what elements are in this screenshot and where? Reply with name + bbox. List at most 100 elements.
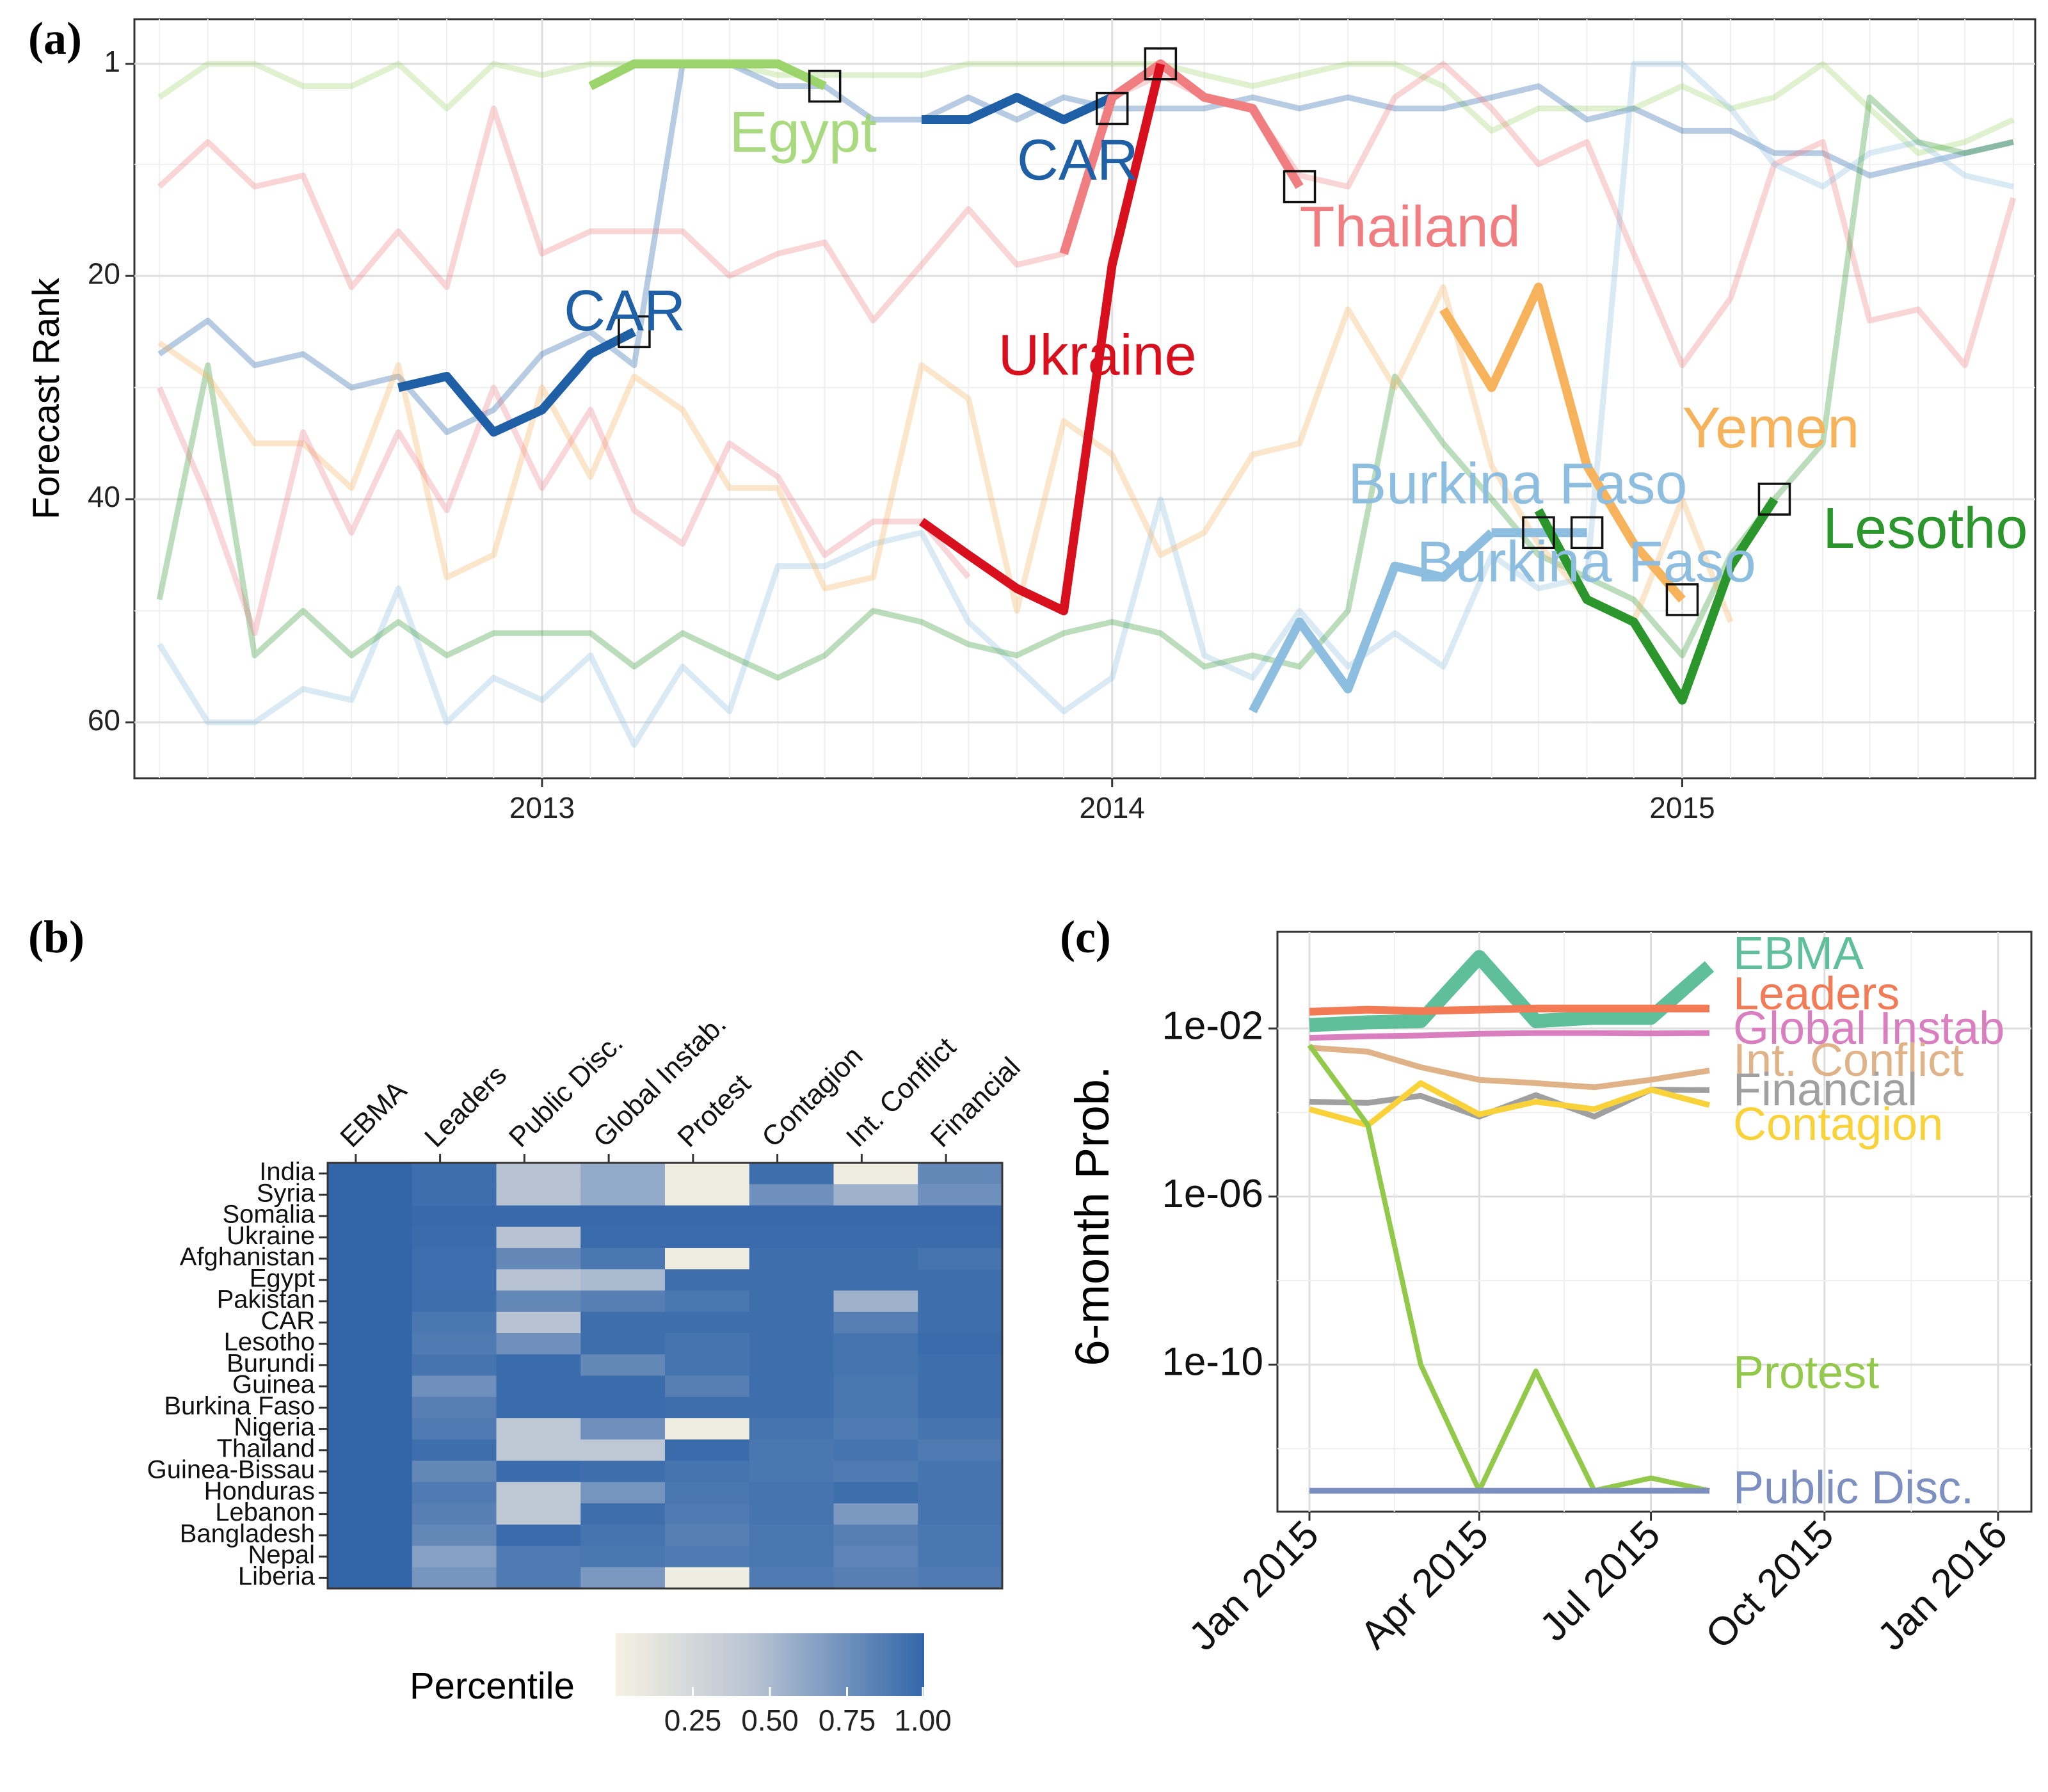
heatmap-cell-lesotho-financial xyxy=(918,1333,1003,1355)
x-tick-label: Oct 2015 xyxy=(1697,1512,1843,1658)
heatmap-cell-guinea-bissau-financial xyxy=(918,1460,1003,1483)
heatmap-cell-honduras-protest xyxy=(665,1482,750,1504)
event-marker xyxy=(618,315,651,349)
heatmap-cell-ukraine-financial xyxy=(918,1226,1003,1249)
heatmap-cell-lebanon-public-disc xyxy=(496,1503,581,1525)
series-line-leaders xyxy=(1309,1004,1709,1016)
heatmap-cell-pakistan-int-conflict xyxy=(833,1290,918,1313)
heatmap-cell-nepal-public-disc xyxy=(496,1546,581,1568)
heatmap-cell-syria-protest xyxy=(665,1184,750,1206)
heatmap-cell-syria-global-instab xyxy=(580,1184,666,1206)
heatmap-cell-ukraine-int-conflict xyxy=(833,1226,918,1249)
heatmap-cell-burundi-contagion xyxy=(749,1354,835,1377)
heatmap-cell-burkina-faso-protest xyxy=(665,1396,750,1419)
heatmap-cell-nepal-leaders xyxy=(412,1546,497,1568)
heatmap-cell-nigeria-int-conflict xyxy=(833,1418,918,1440)
background-line-yemen xyxy=(157,284,1734,625)
heatmap-cell-egypt-int-conflict xyxy=(833,1269,918,1292)
panel-a-grid xyxy=(134,19,2035,778)
event-marker xyxy=(1095,92,1129,125)
heatmap-cell-ukraine-contagion xyxy=(749,1226,835,1249)
heatmap-cell-liberia-global-instab xyxy=(580,1567,666,1589)
row-label-somalia: Somalia xyxy=(222,1201,315,1229)
heatmap-cell-nigeria-contagion xyxy=(749,1418,835,1440)
heatmap-cell-bangladesh-int-conflict xyxy=(833,1524,918,1547)
heatmap-cell-lesotho-int-conflict xyxy=(833,1333,918,1355)
legend-ticks: 0.25 0.50 0.75 1.00 xyxy=(664,1687,952,1737)
event-marker xyxy=(1570,516,1604,550)
heatmap-cell-burkina-faso-ebma xyxy=(328,1396,413,1419)
background-line-burkina-faso xyxy=(157,61,2014,748)
panel-c-series-lines xyxy=(1307,950,1715,1494)
series-line-global-instab xyxy=(1309,1030,1710,1041)
row-label-burkina-faso: Burkina Faso xyxy=(164,1392,315,1420)
heatmap-cell-lebanon-int-conflict xyxy=(833,1503,918,1525)
heatmap-cell-lesotho-global-instab xyxy=(580,1333,666,1355)
heatmap-cell-car-ebma xyxy=(328,1311,413,1334)
heatmap-cell-thailand-leaders xyxy=(412,1439,497,1462)
heatmap-cell-guinea-leaders xyxy=(412,1375,497,1398)
series-label-egypt: Egypt xyxy=(730,100,877,164)
row-label-car: CAR xyxy=(261,1307,315,1335)
heatmap-cell-guinea-protest xyxy=(665,1375,750,1398)
y-tick-label: 1e-02 xyxy=(1162,1004,1263,1048)
series-label-contagion: Contagion xyxy=(1733,1099,1943,1150)
heatmap-cell-thailand-int-conflict xyxy=(833,1439,918,1462)
heatmap-cell-liberia-int-conflict xyxy=(833,1567,918,1589)
heatmap-cell-somalia-public-disc xyxy=(496,1205,581,1228)
column-label-ebma: EBMA xyxy=(334,1075,413,1153)
background-line-egypt xyxy=(157,61,2015,156)
series-label-protest: Protest xyxy=(1733,1347,1879,1398)
series-label-thailand: Thailand xyxy=(1300,195,1521,259)
heatmap-cell-car-int-conflict xyxy=(833,1311,918,1334)
heatmap-cell-car-public-disc xyxy=(496,1311,581,1334)
heatmap-cell-nigeria-protest xyxy=(665,1418,750,1440)
series-label-burkina-faso: Burkina Faso xyxy=(1348,452,1687,516)
heatmap-cell-thailand-public-disc xyxy=(496,1439,581,1462)
heatmap-cell-pakistan-contagion xyxy=(749,1290,835,1313)
heatmap-cell-egypt-leaders xyxy=(412,1269,497,1292)
heatmap-cell-honduras-financial xyxy=(918,1482,1003,1504)
heatmap-cell-egypt-contagion xyxy=(749,1269,835,1292)
heatmap-cell-guinea-bissau-global-instab xyxy=(580,1460,666,1483)
heatmap-cell-nepal-contagion xyxy=(749,1546,835,1568)
row-label-lebanon: Lebanon xyxy=(215,1498,315,1526)
panel-c-grid xyxy=(1277,932,2031,1512)
panel-a-y-axis-title: Forecast Rank xyxy=(26,277,67,519)
heatmap-cell-guinea-bissau-public-disc xyxy=(496,1460,581,1483)
heatmap-cell-guinea-bissau-ebma xyxy=(328,1460,413,1483)
heatmap-cell-somalia-ebma xyxy=(328,1205,413,1228)
heatmap-cell-pakistan-protest xyxy=(665,1290,750,1313)
column-label-protest: Protest xyxy=(671,1068,756,1153)
legend-title: Percentile xyxy=(410,1665,575,1707)
heatmap-cell-honduras-leaders xyxy=(412,1482,497,1504)
x-tick-label: Apr 2015 xyxy=(1352,1512,1497,1658)
panel-a-highlight-lines xyxy=(397,59,1779,714)
series-label-int-conflict: Int. Conflict xyxy=(1733,1035,1964,1086)
row-label-thailand: Thailand xyxy=(217,1434,315,1462)
heatmap-cell-syria-leaders xyxy=(412,1184,497,1206)
y-tick-label: 1 xyxy=(104,45,120,78)
event-marker xyxy=(1283,170,1316,204)
row-label-bangladesh: Bangladesh xyxy=(180,1519,315,1548)
row-label-pakistan: Pakistan xyxy=(217,1286,315,1314)
x-tick-label: 2015 xyxy=(1649,791,1715,824)
heatmap-cell-afghanistan-protest xyxy=(665,1248,750,1270)
heatmap-cell-india-ebma xyxy=(328,1163,413,1185)
heatmap-cell-ukraine-protest xyxy=(665,1226,750,1249)
heatmap-cell-nepal-global-instab xyxy=(580,1546,666,1568)
heatmap-cell-bangladesh-leaders xyxy=(412,1524,497,1547)
panel-a-plot-background xyxy=(133,18,2036,780)
heatmap-cell-india-protest xyxy=(665,1163,750,1185)
series-label-car: CAR xyxy=(564,279,685,343)
heatmap-cell-burkina-faso-global-instab xyxy=(580,1396,666,1419)
y-tick-label: 60 xyxy=(88,703,120,737)
heatmap-cell-india-financial xyxy=(918,1163,1003,1185)
panel-a-event-markers xyxy=(618,47,1791,616)
heatmap-cell-guinea-public-disc xyxy=(496,1375,581,1398)
heatmap-cell-bangladesh-global-instab xyxy=(580,1524,666,1547)
heatmap-cell-guinea-bissau-int-conflict xyxy=(833,1460,918,1483)
series-line-protest xyxy=(1307,1043,1710,1494)
